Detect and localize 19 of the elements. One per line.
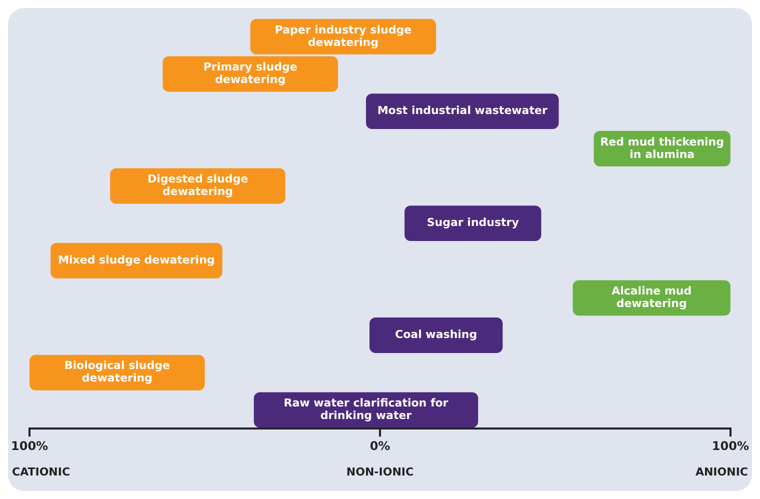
y-tick-label: Mixed sludge dewatering <box>58 253 215 266</box>
x-tick-label: 100% <box>10 438 48 453</box>
x-tick-label: 0% <box>370 438 390 453</box>
y-tick-label: Most industrial wastewater <box>377 104 548 118</box>
y-tick-label: Red mud thickening in alumina <box>600 135 724 161</box>
y-tick-label: Digested sludge dewatering <box>147 172 248 198</box>
bar <box>404 206 542 242</box>
text: ANIONIC <box>695 465 748 478</box>
x-tick-label: 100% <box>712 438 750 453</box>
text: CATIONIC <box>12 465 70 478</box>
text: NON-IONIC <box>346 465 414 478</box>
y-tick-label: Paper industry sludge dewatering <box>274 23 412 49</box>
y-tick-label: Raw water clarification for drinking water <box>284 396 449 422</box>
bar <box>369 318 503 354</box>
y-tick-label: Primary sludge dewatering <box>203 60 298 86</box>
y-tick-label: Sugar industry <box>426 216 519 230</box>
y-tick-label: Biological sludge dewatering <box>64 359 170 385</box>
y-tick-label: Coal washing <box>395 328 478 342</box>
y-tick-label: Alcaline mud dewatering <box>612 284 692 310</box>
